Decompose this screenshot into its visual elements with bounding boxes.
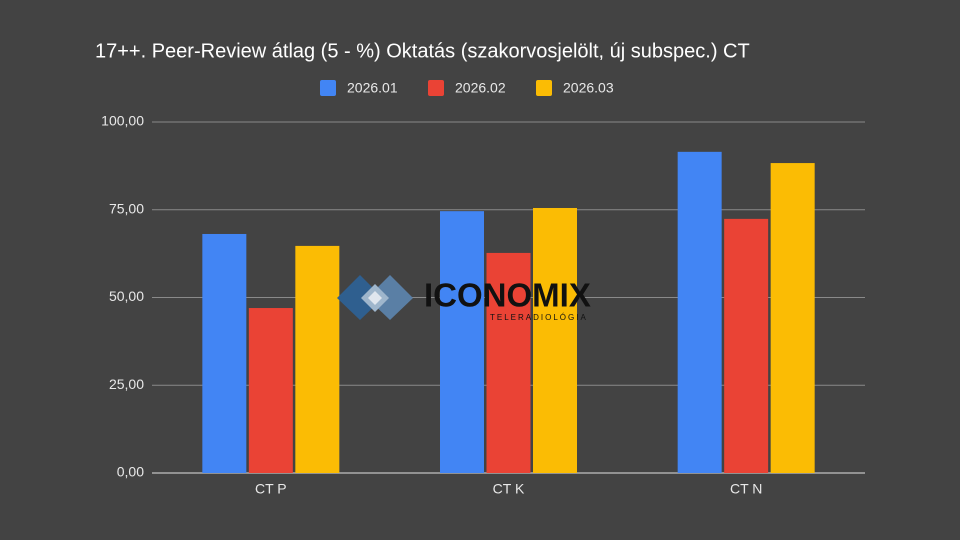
legend-label: 2026.01 (347, 80, 398, 96)
bar (724, 218, 769, 473)
x-tick-label: CT P (255, 481, 287, 497)
legend-swatch (536, 80, 552, 96)
logo-tagline: TELERADIOLÓGIA (490, 313, 588, 322)
legend-label: 2026.02 (455, 80, 506, 96)
y-tick-label: 25,00 (109, 376, 144, 392)
bar (440, 211, 484, 474)
legend-swatch (428, 80, 444, 96)
bar (295, 245, 340, 473)
bar (486, 252, 531, 473)
logo-diamond (368, 291, 382, 305)
logo: ICONOMIX TELERADIOLÓGIA (337, 275, 591, 322)
x-tick-label: CT N (730, 481, 762, 497)
x-tick-label: CT K (493, 481, 525, 497)
legend-swatch (320, 80, 336, 96)
logo-name: ICONOMIX (424, 277, 591, 314)
bar (248, 308, 293, 473)
bar (533, 207, 577, 473)
bar (202, 233, 247, 473)
bar (677, 151, 722, 473)
y-tick-label: 100,00 (101, 113, 144, 129)
logo-diamond (337, 275, 383, 320)
bar (770, 163, 815, 473)
chart-title: 17++. Peer-Review átlag (5 - %) Oktatás … (95, 40, 750, 62)
y-tick-label: 50,00 (109, 288, 144, 304)
logo-diamond (367, 275, 413, 320)
y-tick-label: 75,00 (109, 200, 144, 216)
legend-label: 2026.03 (563, 80, 614, 96)
y-tick-label: 0,00 (117, 464, 144, 480)
